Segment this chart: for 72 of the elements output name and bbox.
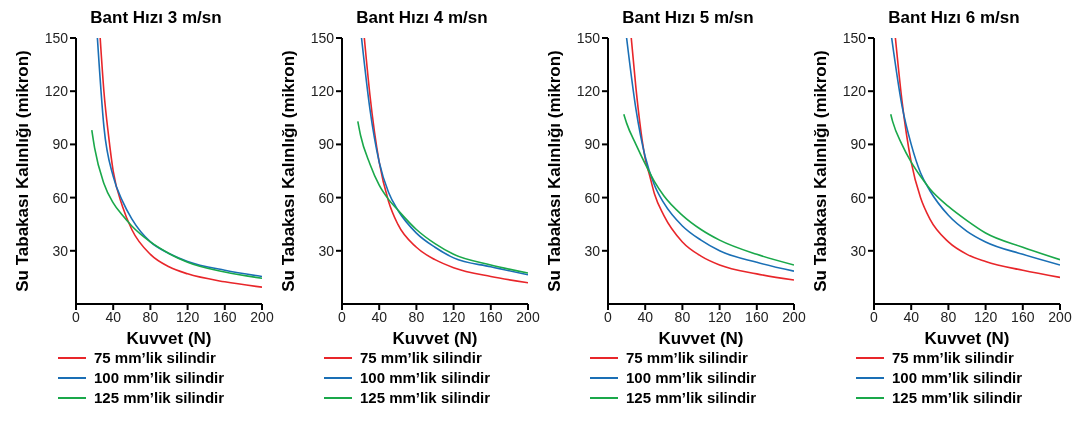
x-axis-title: Kuvvet (N) [924,329,1010,348]
x-tick-label: 0 [870,308,879,325]
line-series [91,129,262,280]
x-tick-label: 120 [973,308,998,325]
x-tick-label: 200 [1048,308,1072,325]
x-tick-label: 120 [175,308,200,325]
y-axis-title: Su Tabakası Kalınlığı (mikron) [545,50,565,292]
y-tick-label: 90 [52,136,69,153]
chart-title: Bant Hızı 3 m/sn [89,8,223,29]
y-tick-label: 120 [310,83,335,100]
y-tick-label: 60 [850,189,867,206]
legend-label: 125 mm’lik silindir [626,388,757,408]
x-tick-label: 0 [72,308,81,325]
line-series [623,113,794,266]
x-tick-label: 200 [516,308,540,325]
chart-title: Bant Hızı 4 m/sn [355,8,489,29]
x-tick-label: 80 [940,308,957,325]
y-tick-label: 120 [842,83,867,100]
y-tick-label: 30 [584,242,601,259]
y-tick-label: 150 [310,29,335,46]
chart-title: Bant Hızı 6 m/sn [887,8,1021,29]
y-tick-label: 90 [584,136,601,153]
legend-label: 75 mm’lik silindir [626,348,748,368]
x-tick-label: 40 [105,308,122,325]
x-axis-title: Kuvvet (N) [126,329,212,348]
legend-label: 100 mm’lik silindir [94,368,225,388]
x-tick-label: 160 [479,308,503,325]
y-axis-title: Su Tabakası Kalınlığı (mikron) [13,50,33,292]
y-axis-title: Su Tabakası Kalınlığı (mikron) [279,50,299,292]
x-tick-label: 80 [408,308,425,325]
legend-label: 125 mm’lik silindir [892,388,1023,408]
x-tick-label: 120 [707,308,732,325]
x-tick-label: 0 [338,308,347,325]
legend-label: 100 mm’lik silindir [892,368,1023,388]
y-tick-label: 30 [850,242,867,259]
x-tick-label: 160 [1011,308,1035,325]
x-tick-label: 40 [903,308,920,325]
legend-label: 100 mm’lik silindir [626,368,757,388]
legend-label: 125 mm’lik silindir [360,388,491,408]
y-tick-label: 60 [584,189,601,206]
legend-label: 75 mm’lik silindir [94,348,216,368]
x-tick-label: 200 [250,308,274,325]
x-tick-label: 40 [637,308,654,325]
y-tick-label: 120 [44,83,69,100]
x-tick-label: 80 [142,308,159,325]
x-axis-title: Kuvvet (N) [658,329,744,348]
legend-label: 125 mm’lik silindir [94,388,225,408]
y-tick-label: 60 [52,189,69,206]
y-tick-label: 30 [52,242,69,259]
legend-label: 75 mm’lik silindir [892,348,1014,368]
x-axis-title: Kuvvet (N) [392,329,478,348]
x-tick-label: 160 [213,308,237,325]
x-tick-label: 160 [745,308,769,325]
y-tick-label: 30 [318,242,335,259]
x-tick-label: 120 [441,308,466,325]
y-axis-title: Su Tabakası Kalınlığı (mikron) [811,50,831,292]
x-tick-label: 0 [604,308,613,325]
line-series [889,113,1060,261]
x-tick-label: 40 [371,308,388,325]
legend-label: 100 mm’lik silindir [360,368,491,388]
y-tick-label: 90 [318,136,335,153]
x-tick-label: 80 [674,308,691,325]
chart-title: Bant Hızı 5 m/sn [621,8,755,29]
line-series [357,120,528,274]
y-tick-label: 60 [318,189,335,206]
legend-label: 75 mm’lik silindir [360,348,482,368]
y-tick-label: 150 [842,29,867,46]
y-tick-label: 150 [44,29,69,46]
x-tick-label: 200 [782,308,806,325]
y-tick-label: 90 [850,136,867,153]
y-tick-label: 150 [576,29,601,46]
y-tick-label: 120 [576,83,601,100]
